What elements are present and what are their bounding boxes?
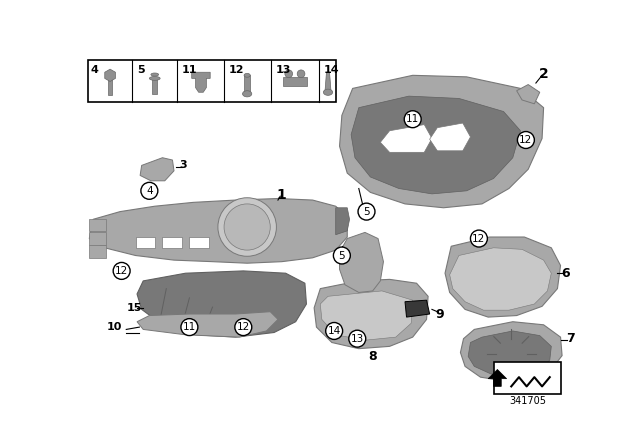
Polygon shape bbox=[136, 237, 155, 248]
Circle shape bbox=[517, 132, 534, 148]
Polygon shape bbox=[163, 237, 182, 248]
Text: 2: 2 bbox=[539, 67, 548, 81]
Text: 341705: 341705 bbox=[509, 396, 547, 406]
Bar bbox=[88, 60, 336, 102]
Circle shape bbox=[113, 263, 130, 280]
Polygon shape bbox=[325, 72, 331, 92]
Text: 15: 15 bbox=[126, 303, 141, 313]
Ellipse shape bbox=[323, 89, 333, 95]
Text: 5: 5 bbox=[363, 207, 370, 217]
Text: 12: 12 bbox=[519, 135, 532, 145]
Polygon shape bbox=[137, 271, 307, 337]
Text: 12: 12 bbox=[237, 322, 250, 332]
Polygon shape bbox=[314, 280, 428, 349]
Text: 10: 10 bbox=[106, 322, 122, 332]
Polygon shape bbox=[351, 96, 520, 194]
Text: 13: 13 bbox=[351, 334, 364, 344]
Polygon shape bbox=[90, 233, 106, 245]
Polygon shape bbox=[320, 291, 413, 340]
Circle shape bbox=[224, 204, 270, 250]
Polygon shape bbox=[244, 75, 250, 94]
Ellipse shape bbox=[244, 73, 250, 77]
Bar bbox=[493, 362, 561, 394]
Polygon shape bbox=[108, 75, 113, 95]
Circle shape bbox=[333, 247, 350, 264]
Polygon shape bbox=[336, 208, 349, 235]
Text: 12: 12 bbox=[472, 233, 486, 244]
Circle shape bbox=[141, 182, 158, 199]
Polygon shape bbox=[90, 219, 106, 231]
Polygon shape bbox=[445, 237, 561, 317]
Text: 8: 8 bbox=[369, 350, 377, 363]
Text: 9: 9 bbox=[435, 307, 444, 320]
Text: 14: 14 bbox=[323, 65, 339, 74]
Polygon shape bbox=[340, 233, 383, 293]
Text: 11: 11 bbox=[406, 114, 419, 124]
Polygon shape bbox=[405, 300, 429, 317]
Polygon shape bbox=[137, 312, 278, 337]
Text: 1: 1 bbox=[277, 188, 287, 202]
Text: 7: 7 bbox=[566, 332, 575, 345]
Polygon shape bbox=[189, 237, 209, 248]
Polygon shape bbox=[380, 125, 432, 152]
Circle shape bbox=[285, 70, 292, 78]
Polygon shape bbox=[516, 85, 540, 104]
Ellipse shape bbox=[243, 91, 252, 97]
Polygon shape bbox=[105, 69, 115, 82]
Circle shape bbox=[235, 319, 252, 336]
Polygon shape bbox=[488, 370, 507, 386]
Text: 11: 11 bbox=[183, 322, 196, 332]
Circle shape bbox=[326, 323, 342, 340]
Polygon shape bbox=[90, 198, 348, 263]
Polygon shape bbox=[283, 77, 307, 86]
Circle shape bbox=[470, 230, 488, 247]
Circle shape bbox=[404, 111, 421, 128]
Text: 6: 6 bbox=[561, 267, 570, 280]
Circle shape bbox=[297, 70, 305, 78]
Circle shape bbox=[349, 330, 365, 347]
Text: 14: 14 bbox=[328, 326, 340, 336]
Text: 5: 5 bbox=[137, 65, 145, 74]
Polygon shape bbox=[90, 246, 106, 258]
Circle shape bbox=[181, 319, 198, 336]
Polygon shape bbox=[468, 331, 551, 375]
Circle shape bbox=[358, 203, 375, 220]
Polygon shape bbox=[450, 248, 551, 310]
Text: 12: 12 bbox=[115, 266, 128, 276]
Polygon shape bbox=[140, 158, 174, 181]
Text: 4: 4 bbox=[146, 186, 153, 196]
Text: 12: 12 bbox=[228, 65, 244, 74]
Text: 11: 11 bbox=[182, 65, 197, 74]
Polygon shape bbox=[460, 322, 562, 381]
Text: 5: 5 bbox=[339, 250, 345, 260]
Polygon shape bbox=[340, 75, 543, 208]
Polygon shape bbox=[152, 78, 157, 94]
Circle shape bbox=[218, 198, 276, 256]
Polygon shape bbox=[429, 123, 470, 151]
Ellipse shape bbox=[149, 77, 160, 80]
Text: 4: 4 bbox=[91, 65, 99, 74]
Polygon shape bbox=[192, 72, 210, 92]
Text: 13: 13 bbox=[276, 65, 291, 74]
Text: 3: 3 bbox=[179, 160, 187, 170]
Ellipse shape bbox=[151, 73, 159, 76]
